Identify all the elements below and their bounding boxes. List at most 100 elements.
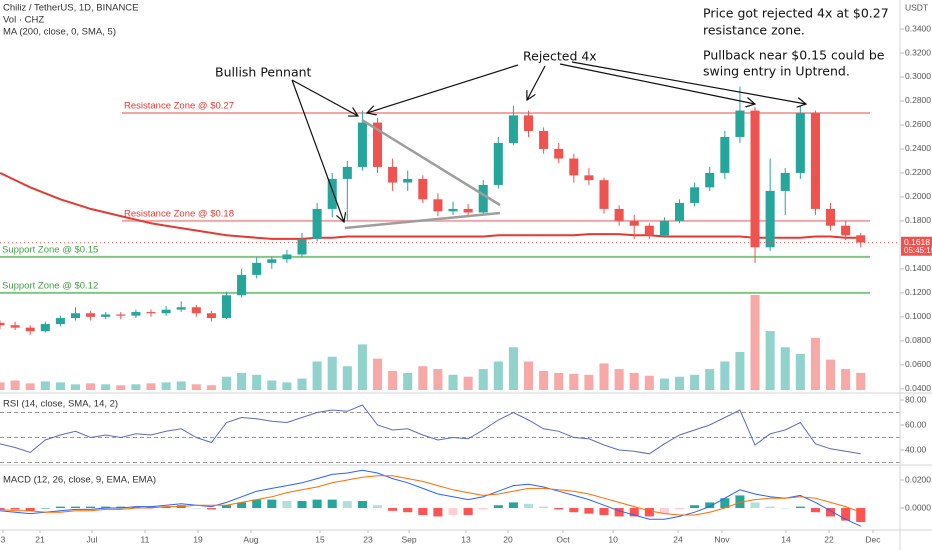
macd-hist-bar [765, 506, 775, 509]
volume-bar [644, 375, 654, 390]
x-tick-label: 19 [193, 534, 203, 544]
volume-bar [252, 374, 262, 390]
candle-body [221, 295, 232, 319]
volume-bar [176, 381, 186, 390]
x-tick-label: Dec [865, 534, 881, 544]
volume-bar [327, 356, 337, 390]
macd-hist-bar [237, 502, 247, 509]
candle-body [508, 115, 518, 143]
macd-hist-bar [372, 505, 383, 509]
macd-hist-bar [327, 499, 337, 509]
volume-bar [780, 347, 790, 390]
y-tick-label: 0.2600 [905, 119, 931, 129]
candle-body [554, 148, 564, 159]
plot-layer: 0.3400 0.3200 0.3000 0.2800 0.2600 0.2400 0.22… [0, 23, 932, 544]
candle-body [237, 274, 247, 296]
pennant-line [361, 118, 501, 207]
volume-bar [629, 372, 639, 390]
volume-bar [614, 369, 624, 390]
volume-bar [826, 359, 836, 390]
volume-bar [0, 382, 5, 390]
macd-hist-bar [599, 508, 609, 516]
candle-body [267, 259, 277, 263]
macd-hist-bar [221, 505, 232, 509]
macd-hist-bar [705, 502, 715, 509]
volume-bar [720, 361, 730, 390]
macd-hist-bar [55, 506, 65, 509]
candle-body [297, 238, 307, 255]
macd-hist-bar [493, 505, 503, 509]
macd-hist-bar [826, 508, 836, 517]
candle-body [539, 130, 549, 149]
zone-label: Support Zone @ $0.15 [2, 244, 98, 255]
candle-body [478, 184, 488, 213]
x-tick-label: Oct [556, 534, 570, 544]
volume-bar [282, 382, 292, 390]
volume-bar [493, 361, 503, 390]
volume-bar [116, 385, 126, 390]
volume-bar [388, 371, 398, 390]
volume-bar [237, 372, 247, 390]
macd-hist-bar [86, 506, 96, 509]
x-tick-label: Sep [402, 534, 417, 544]
last-price-label: 0.1618 [904, 237, 930, 247]
macd-hist-bar [312, 499, 322, 509]
candle-body [523, 115, 534, 131]
y-tick-label: 0.0800 [905, 335, 931, 345]
macd-legend: MACD (12, 26, close, 9, EMA, EMA) [3, 475, 156, 486]
candle-body [131, 312, 141, 316]
arrow [291, 79, 358, 116]
y-tick-label: 0.0400 [905, 383, 931, 393]
candle-body [644, 225, 654, 236]
macd-hist-bar [357, 501, 367, 509]
volume-bar [55, 382, 65, 390]
candle-body [327, 178, 337, 209]
macd-hist-bar [191, 508, 201, 509]
candle-body [735, 110, 745, 137]
zone-label: Resistance Zone @ $0.18 [124, 208, 234, 219]
candle-body [191, 307, 201, 314]
candle-body [55, 318, 65, 325]
y-tick-label: 0.1000 [905, 311, 931, 321]
macd-hist-bar [70, 506, 81, 509]
candle-body [675, 202, 685, 221]
countdown-label: 05:45:19 [904, 246, 932, 255]
y-tick-label: 0.1200 [905, 287, 931, 297]
arrow [291, 79, 344, 222]
candle-body [418, 178, 428, 200]
macd-hist-bar [206, 508, 216, 510]
candle-body [569, 158, 579, 176]
annotation: Rejected 4x [523, 49, 597, 64]
note-line: Price got rejected 4x at $0.27 [703, 6, 889, 21]
candle-body [357, 122, 367, 167]
macd-hist-bar [101, 506, 111, 509]
macd-hist-bar [508, 502, 518, 509]
macd-hist-bar [0, 508, 5, 510]
x-tick-label: 15 [315, 534, 325, 544]
rsi-tick-label: 60.00 [905, 419, 927, 429]
x-tick-label: 10 [608, 534, 618, 544]
y-tick-label: 0.2200 [905, 167, 931, 177]
candle-body [372, 122, 383, 167]
candle-body [342, 166, 352, 179]
macd-hist-bar [403, 508, 413, 513]
candle-body [282, 254, 292, 260]
volume-bar [146, 383, 156, 390]
macd-hist-bar [252, 499, 262, 509]
macd-hist-bar [614, 508, 624, 517]
last-price-box [901, 236, 932, 256]
y-tick-label: 0.1800 [905, 215, 931, 225]
macd-hist-bar [297, 501, 307, 509]
candle-body [146, 312, 156, 314]
x-tick-label: Aug [243, 534, 258, 544]
volume-bar [750, 295, 760, 390]
macd-tick-label: 0.0200 [905, 474, 931, 484]
macd-hist-bar [418, 508, 428, 516]
arrow [527, 65, 546, 100]
ma-legend: MA (200, close, 0, SMA, 5) [3, 27, 116, 38]
macd-hist-bar [40, 508, 50, 509]
macd-hist-bar [841, 508, 851, 521]
volume-legend: Vol · CHZ [3, 15, 44, 26]
candle-body [750, 110, 760, 248]
candle-body [856, 235, 866, 243]
